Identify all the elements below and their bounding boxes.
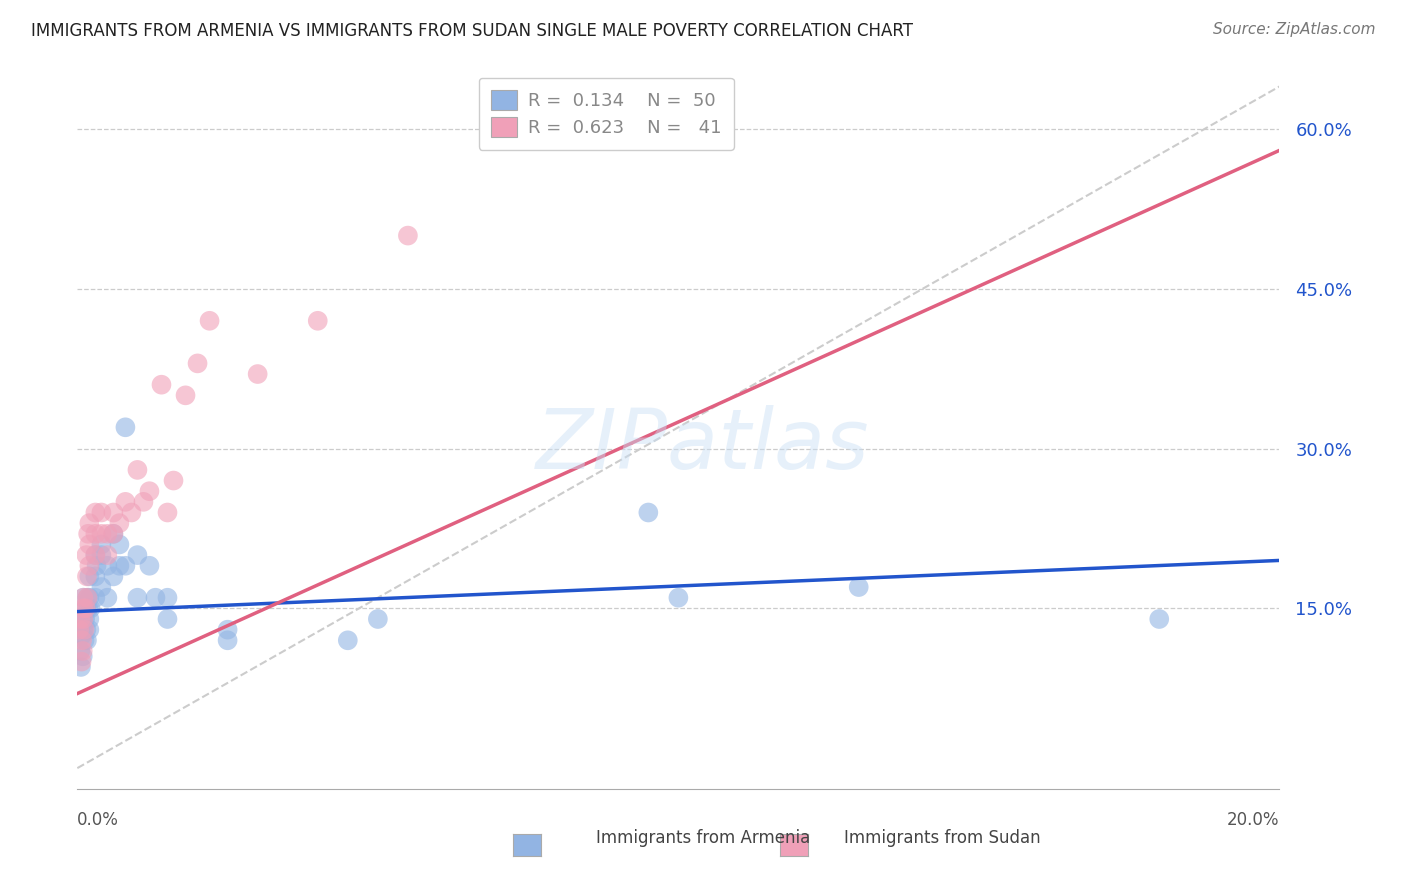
Point xyxy=(67,623,90,637)
Point xyxy=(84,591,107,605)
Point xyxy=(73,623,96,637)
Point xyxy=(79,601,101,615)
Point xyxy=(79,537,101,551)
Point xyxy=(156,612,179,626)
Point xyxy=(76,591,98,605)
Point xyxy=(79,623,101,637)
Point xyxy=(75,601,97,615)
Point xyxy=(72,612,94,626)
Point xyxy=(84,506,107,520)
Point xyxy=(76,633,98,648)
Text: 0.0%: 0.0% xyxy=(77,811,120,829)
Point xyxy=(198,314,221,328)
Point xyxy=(367,612,389,626)
Point xyxy=(84,548,107,562)
Point xyxy=(75,601,97,615)
Point xyxy=(138,558,160,573)
Point xyxy=(70,655,93,669)
Text: ZIPatlas: ZIPatlas xyxy=(536,406,870,486)
Point xyxy=(114,558,136,573)
Point xyxy=(103,506,125,520)
Point xyxy=(76,569,98,583)
Point xyxy=(103,569,125,583)
Point xyxy=(79,558,101,573)
Point xyxy=(79,569,101,583)
Point xyxy=(127,591,149,605)
Point xyxy=(156,506,179,520)
Point xyxy=(79,612,101,626)
Point xyxy=(114,495,136,509)
Point xyxy=(187,356,209,370)
Point xyxy=(72,644,94,658)
Text: IMMIGRANTS FROM ARMENIA VS IMMIGRANTS FROM SUDAN SINGLE MALE POVERTY CORRELATION: IMMIGRANTS FROM ARMENIA VS IMMIGRANTS FR… xyxy=(31,22,912,40)
Point xyxy=(90,506,112,520)
Point xyxy=(90,526,112,541)
Point xyxy=(150,377,173,392)
Point xyxy=(307,314,329,328)
Point xyxy=(96,526,118,541)
Point xyxy=(79,591,101,605)
Point xyxy=(114,420,136,434)
Point xyxy=(637,506,659,520)
Point xyxy=(72,649,94,664)
Point xyxy=(72,612,94,626)
Point xyxy=(396,228,419,243)
Point xyxy=(75,612,97,626)
Point xyxy=(103,526,125,541)
Point xyxy=(174,388,197,402)
Point xyxy=(132,495,155,509)
Point xyxy=(246,367,269,381)
Text: Source: ZipAtlas.com: Source: ZipAtlas.com xyxy=(1212,22,1375,37)
Point xyxy=(90,537,112,551)
Point xyxy=(79,516,101,530)
Point xyxy=(138,484,160,499)
Point xyxy=(96,558,118,573)
Point xyxy=(72,591,94,605)
Point xyxy=(67,617,90,632)
Point xyxy=(69,612,91,626)
Text: Immigrants from Sudan: Immigrants from Sudan xyxy=(844,829,1040,847)
Point xyxy=(72,623,94,637)
Point xyxy=(75,548,97,562)
Point xyxy=(90,548,112,562)
Point xyxy=(217,633,239,648)
Point xyxy=(70,660,93,674)
Point xyxy=(84,548,107,562)
Point xyxy=(108,558,131,573)
Point xyxy=(1149,612,1171,626)
Point xyxy=(72,591,94,605)
Point xyxy=(156,591,179,605)
Point xyxy=(848,580,870,594)
Point xyxy=(76,591,98,605)
Point xyxy=(127,463,149,477)
Point xyxy=(120,506,142,520)
Point xyxy=(72,601,94,615)
Point xyxy=(127,548,149,562)
Point xyxy=(103,526,125,541)
Point xyxy=(77,526,100,541)
Point xyxy=(75,623,97,637)
Text: 20.0%: 20.0% xyxy=(1227,811,1279,829)
Legend: R =  0.134    N =  50, R =  0.623    N =   41: R = 0.134 N = 50, R = 0.623 N = 41 xyxy=(479,78,734,150)
Point xyxy=(96,548,118,562)
Point xyxy=(108,516,131,530)
Point xyxy=(96,591,118,605)
Text: Immigrants from Armenia: Immigrants from Armenia xyxy=(596,829,810,847)
Point xyxy=(217,623,239,637)
Point xyxy=(336,633,359,648)
Point xyxy=(70,633,93,648)
Point xyxy=(86,558,108,573)
Point xyxy=(108,537,131,551)
Point xyxy=(90,580,112,594)
Point xyxy=(73,633,96,648)
Point xyxy=(668,591,690,605)
Point xyxy=(69,644,91,658)
Point xyxy=(70,628,93,642)
Point xyxy=(77,601,100,615)
Point xyxy=(84,569,107,583)
Point xyxy=(145,591,167,605)
Point xyxy=(162,474,184,488)
Point xyxy=(84,526,107,541)
